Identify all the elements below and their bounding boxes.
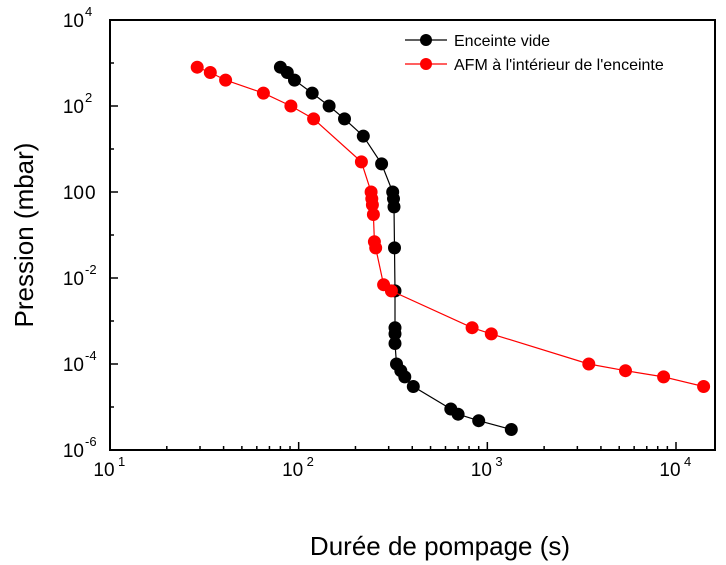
data-point: [375, 157, 389, 171]
x-tick-exponent: 3: [495, 454, 502, 469]
data-point: [582, 357, 596, 371]
data-point: [657, 370, 671, 384]
x-tick-label: 10: [282, 460, 303, 481]
legend-marker: [420, 58, 432, 70]
y-tick-label: 10: [63, 441, 84, 462]
data-point: [398, 370, 412, 384]
data-point: [472, 414, 486, 428]
y-tick-exponent: -4: [85, 348, 97, 363]
data-point: [356, 129, 370, 143]
legend-marker: [420, 34, 432, 46]
data-point: [284, 99, 298, 113]
data-point: [504, 423, 518, 436]
data-point: [256, 86, 270, 100]
x-axis-label: Durée de pompage (s): [310, 531, 570, 561]
x-tick-exponent: 2: [307, 454, 314, 469]
y-tick-label-suffix: 0: [85, 183, 96, 204]
data-point: [465, 321, 479, 335]
data-point: [451, 407, 465, 421]
data-point: [338, 112, 351, 126]
series-layer: [190, 60, 711, 436]
data-point: [307, 112, 321, 126]
data-point: [190, 60, 204, 74]
data-point: [697, 380, 711, 393]
series-2: [190, 60, 711, 393]
y-axis-label: Pression (mbar): [9, 143, 39, 328]
data-point: [354, 155, 368, 169]
legend: Enceinte vide AFM à l'intérieur de l'ence…: [405, 33, 664, 74]
x-tick-label: 10: [93, 460, 114, 481]
data-point: [219, 73, 233, 87]
data-point: [288, 73, 301, 87]
data-point: [388, 337, 402, 350]
data-point: [388, 241, 401, 255]
x-axis-ticks: 10 1 10 2 10 3 10 4: [93, 442, 691, 481]
data-point: [366, 208, 380, 221]
y-tick-label: 10: [63, 11, 84, 32]
y-tick-label: 10: [63, 269, 84, 290]
series-1: [273, 60, 518, 436]
data-point: [484, 327, 498, 341]
y-tick-exponent: -2: [85, 262, 97, 277]
data-point: [322, 99, 336, 113]
x-tick-exponent: 4: [684, 454, 691, 469]
data-point: [369, 241, 383, 255]
x-tick-label: 10: [659, 460, 680, 481]
legend-label: AFM à l'intérieur de l'enceinte: [454, 57, 664, 74]
y-tick-exponent: 2: [85, 90, 92, 105]
data-point: [619, 364, 632, 378]
y-tick-label: 10: [63, 183, 84, 204]
data-point: [387, 200, 401, 214]
legend-label: Enceinte vide: [454, 33, 550, 50]
data-point: [384, 284, 398, 298]
x-tick-label: 10: [471, 460, 492, 481]
y-tick-label: 10: [63, 355, 84, 376]
data-point: [406, 380, 420, 393]
data-point: [203, 66, 217, 79]
data-point: [305, 86, 319, 100]
y-tick-label: 10: [63, 97, 84, 118]
y-tick-exponent: -6: [85, 434, 97, 449]
x-tick-exponent: 1: [118, 454, 125, 469]
y-tick-exponent: 4: [85, 4, 92, 19]
series-line: [196, 66, 704, 388]
